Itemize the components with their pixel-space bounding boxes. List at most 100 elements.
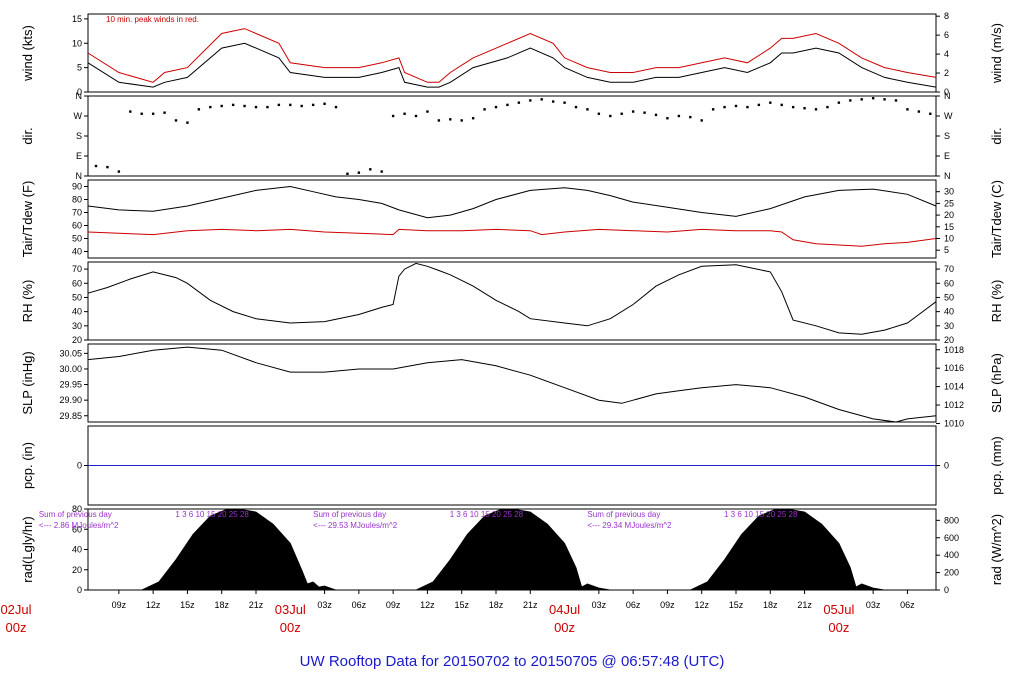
x-day-z-label: 00z (828, 620, 849, 635)
dir-point (426, 110, 429, 113)
x-hour-tick-label: 03z (592, 600, 607, 610)
pcp-left-tick-label: 0 (77, 461, 82, 471)
dir-left-axis-label: dir. (20, 127, 35, 144)
rad-left-tick-label: 0 (77, 585, 82, 595)
dir-point (597, 112, 601, 115)
dir-point (403, 112, 406, 115)
dir-point (346, 172, 349, 175)
rh-left-axis-label: RH (%) (20, 280, 35, 323)
x-hour-tick-label: 06z (900, 600, 915, 610)
x-hour-tick-label: 21z (249, 600, 264, 610)
rad-right-tick-label: 400 (944, 550, 959, 560)
dir-point (460, 119, 463, 122)
rh-frame (87, 261, 937, 341)
dir-point (140, 112, 143, 115)
dir-point (917, 110, 921, 113)
dir-point (643, 111, 646, 114)
slp-frame (87, 343, 937, 423)
temp-left-tick-label: 60 (72, 221, 82, 231)
dir-point (769, 101, 772, 104)
dir-point (129, 110, 132, 113)
temp-right-tick-label: 30 (944, 187, 954, 197)
dir-point (574, 105, 578, 109)
dir-point (586, 108, 589, 111)
rh-right-tick-label: 70 (944, 264, 954, 274)
dir-point (506, 103, 509, 107)
x-hour-tick-label: 09z (112, 600, 127, 610)
x-day-label: 02Jul (0, 602, 31, 617)
rad-area (88, 508, 936, 591)
dir-point (117, 170, 121, 173)
wind-right-tick-label: 6 (944, 30, 949, 40)
dir-point (814, 108, 818, 111)
dir-point (471, 117, 475, 120)
temp-frame (87, 179, 937, 259)
dir-right-tick-label: W (944, 111, 953, 121)
dir-point (906, 108, 909, 111)
dir-point (609, 114, 612, 118)
dir-point (437, 119, 441, 122)
x-day-z-label: 00z (6, 620, 27, 635)
dir-point (391, 114, 395, 118)
rad-day-sum-title: Sum of previous day (39, 510, 112, 519)
dir-point (849, 99, 852, 102)
slp-line-slp (87, 346, 937, 423)
temp-right-tick-label: 20 (944, 210, 954, 220)
slp-left-tick-label: 29.90 (59, 395, 82, 405)
x-hour-tick-label: 18z (763, 600, 778, 610)
dir-point (654, 113, 658, 117)
dir-right-tick-label: N (944, 91, 951, 101)
pcp-right-tick-label: 0 (944, 461, 949, 471)
x-day-label: 03Jul (275, 602, 306, 617)
dir-point (311, 103, 315, 107)
dir-point (563, 101, 566, 104)
rh-left-tick-label: 70 (72, 264, 82, 274)
dir-point (277, 103, 281, 107)
dir-point (871, 97, 875, 100)
rad-left-tick-label: 80 (72, 504, 82, 514)
dir-point (757, 103, 761, 107)
dir-point (357, 171, 361, 174)
x-hour-tick-label: 12z (420, 600, 435, 610)
pcp-right-axis-label: pcp. (mm) (989, 436, 1004, 495)
dir-point (620, 112, 623, 115)
slp-left-tick-label: 29.85 (59, 411, 82, 421)
rad-day-sum-value: <--- 2.86 MJoules/m^2 (39, 521, 119, 530)
dir-point (449, 118, 452, 121)
rad-day-sum-title: Sum of previous day (587, 510, 660, 519)
dir-frame (87, 95, 937, 177)
dir-point (894, 99, 898, 102)
x-hour-tick-label: 15z (454, 600, 469, 610)
dir-point (529, 99, 532, 102)
wind-peak-note: 10 min. peak winds in red. (106, 15, 199, 24)
slp-left-tick-label: 29.95 (59, 380, 82, 390)
dir-left-tick-label: E (76, 151, 82, 161)
rad-right-tick-label: 0 (944, 585, 949, 595)
dir-point (666, 117, 669, 120)
rad-day-sum-value: <--- 29.34 MJoules/m^2 (587, 521, 672, 530)
x-hour-tick-label: 12z (146, 600, 161, 610)
rad-left-tick-label: 40 (72, 545, 82, 555)
dir-point (700, 119, 703, 122)
chart-footer-title: UW Rooftop Data for 20150702 to 20150705… (300, 653, 725, 670)
slp-right-tick-label: 1014 (944, 382, 964, 392)
dir-point (826, 105, 829, 109)
dir-point (517, 101, 521, 104)
dir-point (837, 101, 841, 104)
slp-right-tick-label: 1018 (944, 345, 964, 355)
dir-point (711, 108, 715, 111)
dir-right-axis-label: dir. (989, 127, 1004, 144)
dir-point (689, 115, 692, 119)
pcp-left-axis-label: pcp. (in) (20, 442, 35, 489)
wind-line-peak (87, 28, 937, 83)
wind-right-tick-label: 8 (944, 11, 949, 21)
dir-right-tick-label: E (944, 151, 950, 161)
rad-top-marks: 1 3 6 10 15 20 25 28 (724, 510, 798, 519)
wind-right-tick-label: 0 (944, 87, 949, 97)
dir-point (791, 105, 795, 109)
rad-right-tick-label: 200 (944, 568, 959, 578)
rh-line-rh (87, 262, 937, 335)
temp-panel (84, 179, 940, 259)
x-hour-tick-label: 18z (214, 600, 229, 610)
dir-point (929, 112, 932, 115)
